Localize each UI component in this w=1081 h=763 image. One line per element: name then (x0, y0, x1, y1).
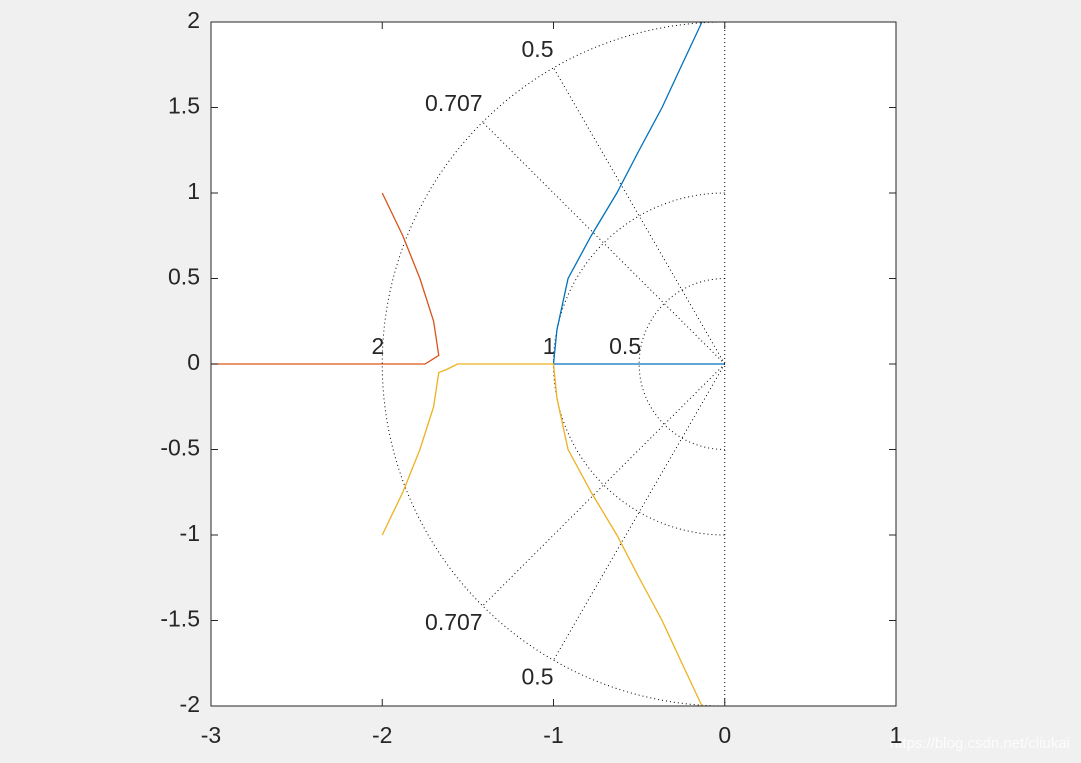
zeta-label: 0.5 (522, 663, 554, 689)
watermark: https://blog.csdn.net/cliukai (890, 735, 1070, 752)
y-tick-label: 0 (187, 349, 200, 375)
y-tick-label: -1.5 (160, 606, 200, 632)
y-tick-label: -1 (180, 520, 200, 546)
y-tick-label: 1.5 (168, 93, 200, 119)
locus-line (552, 21, 725, 365)
locus-line (381, 363, 703, 707)
wn-label: 1 (543, 333, 556, 359)
y-tick-label: 0.5 (168, 264, 200, 290)
x-tick-label: 1 (890, 722, 903, 748)
wn-label: 2 (371, 333, 384, 359)
zeta-label: 0.707 (425, 90, 483, 116)
x-tick-label: -3 (201, 722, 221, 748)
y-tick-label: -2 (180, 691, 200, 717)
wn-circle (638, 278, 725, 450)
wn-label: 0.5 (609, 333, 641, 359)
x-tick-label: -2 (372, 722, 392, 748)
y-tick-label: 1 (187, 178, 200, 204)
locus-line (211, 192, 440, 365)
zeta-label: 0.5 (522, 36, 554, 62)
y-tick-label: 2 (187, 7, 200, 33)
zeta-label: 0.707 (425, 609, 483, 635)
x-tick-label: -1 (543, 722, 563, 748)
x-tick-label: 0 (718, 722, 731, 748)
y-tick-label: -0.5 (160, 435, 200, 461)
